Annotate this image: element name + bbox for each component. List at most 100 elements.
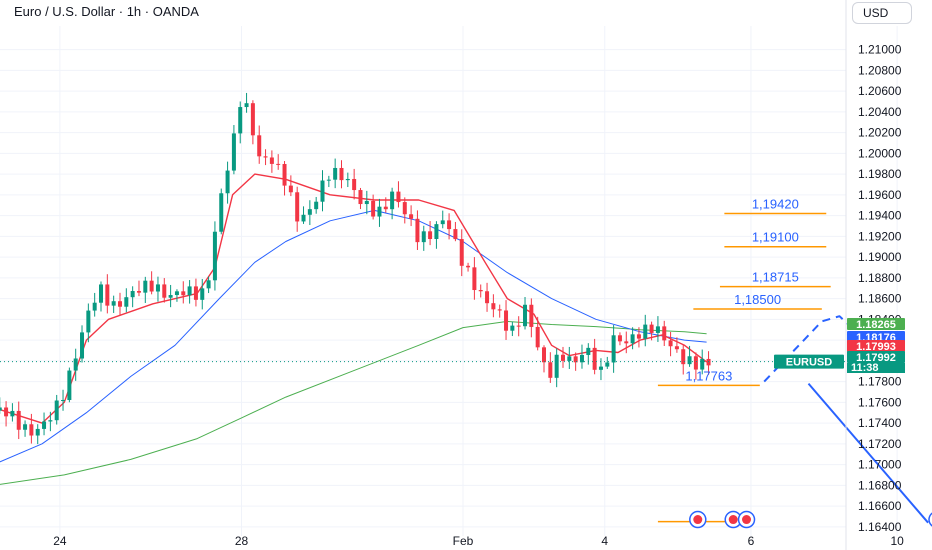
candle-body	[187, 286, 192, 296]
candle-body	[314, 201, 319, 210]
symbol-tag	[774, 354, 844, 369]
y-tick-label: 1.17200	[858, 437, 902, 451]
candle-body	[649, 324, 654, 333]
ema-slow-line	[0, 320, 707, 485]
candle-body	[377, 206, 382, 217]
candle-body	[617, 335, 622, 342]
candle-body	[42, 421, 47, 429]
candle-body	[453, 229, 458, 240]
price-tag-label: 1.17993	[856, 341, 896, 353]
candle-body	[130, 291, 135, 298]
candle-body	[181, 291, 186, 296]
candle-body	[598, 366, 603, 370]
candle-body	[390, 191, 395, 210]
candle-body	[592, 347, 597, 370]
candle-body	[579, 354, 584, 363]
candle-body	[35, 428, 40, 436]
candle-body	[573, 356, 578, 363]
x-tick-label: 24	[53, 534, 67, 548]
candle-body	[301, 214, 306, 222]
y-tick-label: 1.20800	[858, 63, 902, 77]
y-tick-label: 1.18800	[858, 271, 902, 285]
candle-body	[263, 156, 268, 158]
candle-body	[409, 214, 414, 219]
candle-body	[288, 185, 293, 193]
candle-body	[200, 288, 205, 300]
candle-body	[466, 265, 471, 268]
candle-body	[54, 400, 59, 421]
candle-body	[415, 218, 420, 243]
candle-body	[605, 362, 610, 367]
y-tick-label: 1.17000	[858, 458, 902, 472]
x-tick-label: 28	[235, 534, 249, 548]
candle-body	[516, 325, 521, 327]
candle-body	[440, 220, 445, 225]
candle-body	[352, 178, 357, 191]
symbol-tag-label: EURUSD	[786, 357, 833, 369]
candle-body	[624, 341, 629, 344]
candle-body	[244, 103, 249, 108]
candle-body	[662, 326, 667, 341]
candle-body	[630, 334, 635, 344]
candle-body	[10, 410, 15, 417]
candle-body	[567, 356, 572, 361]
bullish-projection-path	[763, 315, 850, 383]
candle-body	[67, 370, 72, 401]
candle-body	[485, 291, 490, 304]
candle-body	[117, 301, 122, 307]
y-tick-label: 1.20400	[858, 105, 902, 119]
candle-body	[193, 286, 198, 300]
candle-body	[706, 358, 711, 366]
candle-body	[491, 303, 496, 310]
countdown-label: 11:38	[851, 362, 879, 374]
axes: 1.21000 1.20800 1.20600 1.20400 1.20200 1.200…	[53, 0, 904, 550]
level-label: 1,17763	[685, 368, 732, 383]
candle-body	[396, 191, 401, 203]
candle-body	[687, 356, 692, 365]
y-tick-label: 1.19200	[858, 229, 902, 243]
candle-body	[333, 167, 338, 180]
candle-body	[231, 133, 236, 171]
candle-body	[504, 310, 509, 331]
level-label: 1,19420	[752, 196, 799, 211]
y-tick-label: 1.20600	[858, 84, 902, 98]
candle-body	[162, 284, 167, 298]
level-label: 1,18715	[752, 270, 799, 285]
candle-body	[345, 178, 350, 181]
candle-body	[421, 231, 426, 243]
candle-body	[269, 157, 274, 164]
candle-body	[472, 267, 477, 291]
level-label: 1,19100	[752, 230, 799, 245]
candle-body	[358, 190, 363, 205]
event-flag-icon	[928, 512, 932, 527]
y-tick-label: 1.17400	[858, 416, 902, 430]
candle-body	[257, 135, 262, 157]
candle-body	[48, 420, 53, 422]
y-tick-label: 1.19400	[858, 209, 902, 223]
x-tick-label: 6	[748, 534, 755, 548]
candle-body	[326, 179, 331, 181]
candle-body	[560, 354, 565, 361]
candle-body	[447, 220, 452, 230]
candle-body	[86, 310, 91, 333]
candle-body	[523, 304, 528, 327]
candle-body	[554, 354, 559, 378]
y-tick-label: 1.16800	[858, 478, 902, 492]
candle-body	[529, 304, 534, 327]
event-flag-icon-center	[742, 515, 752, 525]
y-tick-label: 1.19000	[858, 250, 902, 264]
candle-body	[655, 326, 660, 333]
candle-body	[149, 280, 154, 292]
y-tick-label: 1.17800	[858, 375, 902, 389]
currency-button[interactable]: USD	[852, 2, 912, 24]
candle-body	[99, 284, 104, 303]
candle-body	[206, 280, 211, 289]
x-tick-label: 4	[601, 534, 608, 548]
price-tag-label: 1.18265	[856, 319, 896, 331]
candle-body	[339, 167, 344, 181]
candle-body	[29, 424, 34, 436]
candle-body	[535, 326, 540, 348]
candle-body	[174, 291, 179, 296]
